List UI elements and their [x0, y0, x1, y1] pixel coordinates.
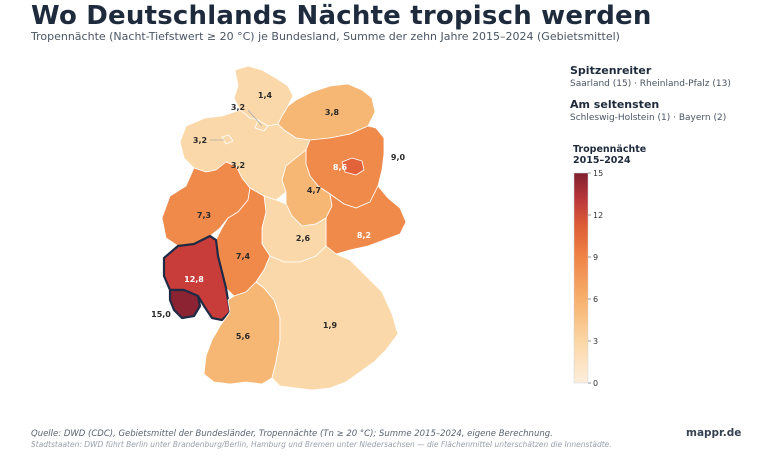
source-note: Quelle: DWD (CDC), Gebietsmittel der Bun… — [31, 429, 553, 439]
label-schleswig-holstein: 1,4 — [258, 91, 273, 100]
label-brandenburg: 8,6 — [333, 163, 348, 172]
label-mecklenburg-vorpommern: 3,8 — [325, 108, 340, 117]
label-sachsen: 8,2 — [357, 231, 371, 240]
legend-tick-label: 6 — [593, 295, 598, 304]
low-regions-heading: Am seltensten — [570, 98, 660, 111]
legend-tick-label: 3 — [593, 337, 598, 346]
leader-hamburg — [247, 109, 263, 127]
page-subtitle: Tropennächte (Nacht-Tiefstwert ≥ 20 °C) … — [31, 30, 620, 43]
legend-title: Tropennächte 2015–2024 — [573, 144, 646, 166]
label-hessen: 7,4 — [236, 252, 251, 261]
label-berlin: 9,0 — [391, 153, 406, 162]
label-niedersachsen: 3,2 — [231, 161, 245, 170]
top-regions-heading: Spitzenreiter — [570, 64, 652, 77]
region-berlin — [341, 157, 365, 176]
label-thueringen: 2,6 — [296, 234, 311, 243]
label-nordrhein-westfalen: 7,3 — [197, 211, 211, 220]
region-saarland — [168, 288, 202, 320]
label-baden-wuerttemberg: 5,6 — [236, 332, 251, 341]
legend-colorbar — [573, 172, 589, 384]
legend-title-line2: 2015–2024 — [573, 155, 631, 166]
page-title: Wo Deutschlands Nächte tropisch werden — [31, 1, 652, 31]
label-hamburg: 3,2 — [231, 103, 245, 112]
label-sachsen-anhalt: 4,7 — [307, 186, 321, 195]
legend-tick-label: 12 — [593, 211, 603, 220]
legend-tick-label: 15 — [593, 169, 603, 178]
legend-title-line1: Tropennächte — [573, 144, 647, 155]
label-bremen: 3,2 — [193, 136, 207, 145]
brand-logo[interactable]: mappr.de — [686, 427, 742, 439]
legend-tick-label: 0 — [593, 379, 598, 388]
region-bremen — [221, 134, 234, 145]
label-bayern: 1,9 — [323, 321, 338, 330]
city-states-note: Stadtstaaten: DWD führt Berlin unter Bra… — [31, 440, 612, 449]
low-regions-text: Schleswig-Holstein (1) · Bayern (2) — [570, 113, 727, 123]
top-regions-text: Saarland (15) · Rheinland-Pfalz (13) — [570, 79, 731, 89]
legend-tick-label: 9 — [593, 253, 598, 262]
label-saarland: 15,0 — [151, 310, 171, 319]
label-rheinland-pfalz: 12,8 — [184, 275, 204, 284]
region-bayern — [255, 245, 399, 391]
